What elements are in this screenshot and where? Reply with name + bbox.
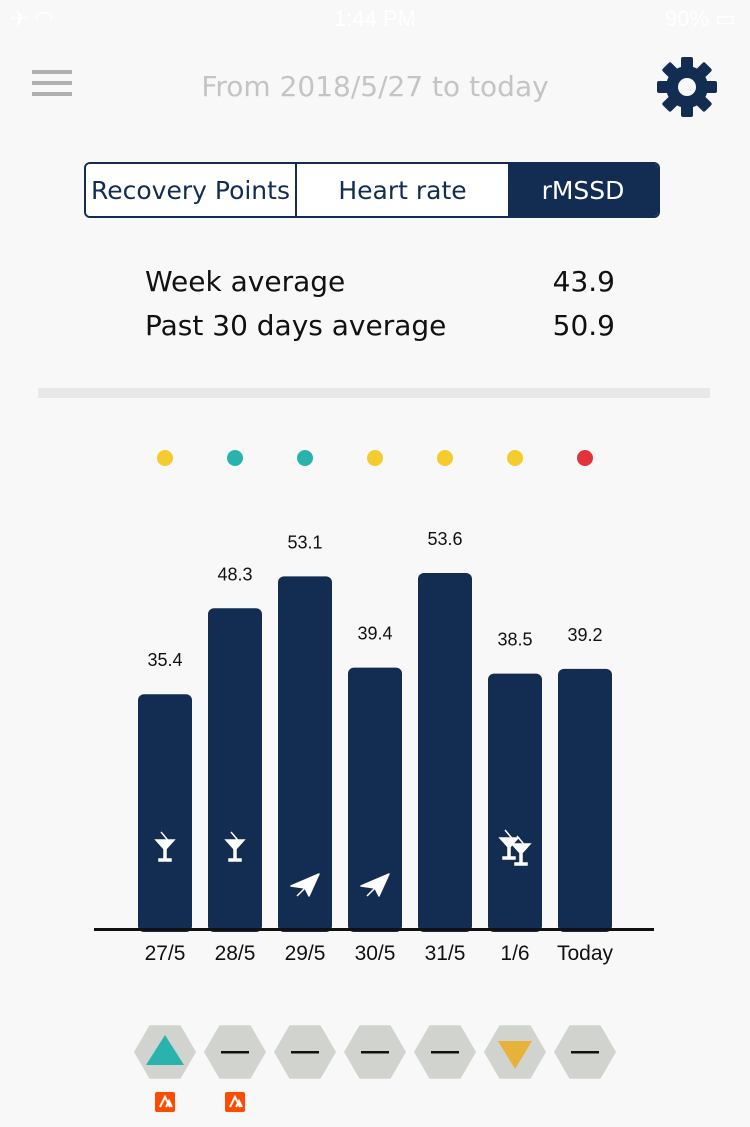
status-time: 1:44 PM [334, 6, 416, 31]
chart-bar [278, 576, 332, 932]
martini-icon [154, 831, 176, 862]
metric-segmented-control: Recovery Points Heart rate rMSSD [84, 162, 660, 218]
status-dot [157, 450, 173, 466]
trend-flat-icon [431, 1051, 459, 1054]
status-dot [507, 450, 523, 466]
x-tick-label: 1/6 [500, 942, 529, 965]
status-dot [227, 450, 243, 466]
month-average-value: 50.9 [552, 309, 615, 342]
x-tick-label: 28/5 [215, 942, 256, 965]
bar-value-label: 35.4 [147, 650, 182, 670]
trend-flat-icon [571, 1051, 599, 1054]
tab-rmssd[interactable]: rMSSD [508, 164, 658, 216]
bar-value-label: 53.6 [427, 529, 462, 549]
status-dot [367, 450, 383, 466]
month-average-label: Past 30 days average [145, 309, 447, 342]
trend-up-icon [146, 1035, 184, 1065]
averages-panel: Week average 43.9 Past 30 days average 5… [145, 265, 615, 353]
strava-logo-mark [159, 1094, 173, 1108]
status-bar: ✈ ◠ 1:44 PM 90% ▭ [0, 0, 750, 40]
chart-bar [208, 608, 262, 932]
x-tick-label: 29/5 [285, 942, 326, 965]
paper-plane-icon [290, 873, 320, 897]
airplane-wifi-icon: ✈ ◠ [10, 6, 54, 31]
gear-icon[interactable] [656, 56, 718, 118]
martini-icon [510, 835, 532, 866]
week-average-row: Week average 43.9 [145, 265, 615, 309]
chart-bar [418, 573, 472, 932]
week-average-value: 43.9 [552, 265, 615, 298]
martini-icon [498, 829, 520, 860]
bar-value-label: 38.5 [497, 630, 532, 650]
status-battery: 90% ▭ [665, 6, 736, 31]
section-divider [38, 388, 710, 398]
strava-logo-mark [229, 1094, 243, 1108]
chart-bar [138, 694, 192, 932]
trend-flat-icon [221, 1051, 249, 1054]
chart-bar [348, 667, 402, 932]
trend-flat-icon [361, 1051, 389, 1054]
paper-plane-icon [360, 873, 390, 897]
bar-value-label: 53.1 [287, 532, 322, 552]
x-tick-label: Today [557, 942, 614, 965]
tab-heart-rate[interactable]: Heart rate [297, 164, 508, 216]
x-tick-label: 30/5 [355, 942, 396, 965]
month-average-row: Past 30 days average 50.9 [145, 309, 615, 353]
bar-value-label: 48.3 [217, 564, 252, 584]
status-dot [297, 450, 313, 466]
status-dot [437, 450, 453, 466]
rmssd-bar-chart: 35.4 27/5 48.3 28/5 53.1 29/5 39.4 30/5 53.6 31/5… [94, 450, 654, 1112]
chart-bar [488, 673, 542, 932]
battery-percent: 90% [665, 6, 710, 31]
tab-recovery-points[interactable]: Recovery Points [86, 164, 297, 216]
trend-flat-icon [291, 1051, 319, 1054]
bar-value-label: 39.2 [567, 625, 602, 645]
martini-icon [224, 831, 246, 862]
chart-bar [558, 668, 612, 932]
hamburger-menu-icon[interactable] [32, 70, 72, 98]
x-axis-line [94, 928, 654, 931]
week-average-label: Week average [145, 265, 346, 298]
header: From 2018/5/27 to today [0, 50, 750, 130]
x-tick-label: 31/5 [425, 942, 466, 965]
page-title: From 2018/5/27 to today [201, 70, 549, 103]
trend-down-icon [498, 1041, 532, 1069]
bar-value-label: 39.4 [357, 624, 392, 644]
x-tick-label: 27/5 [145, 942, 186, 965]
status-dot [577, 450, 593, 466]
